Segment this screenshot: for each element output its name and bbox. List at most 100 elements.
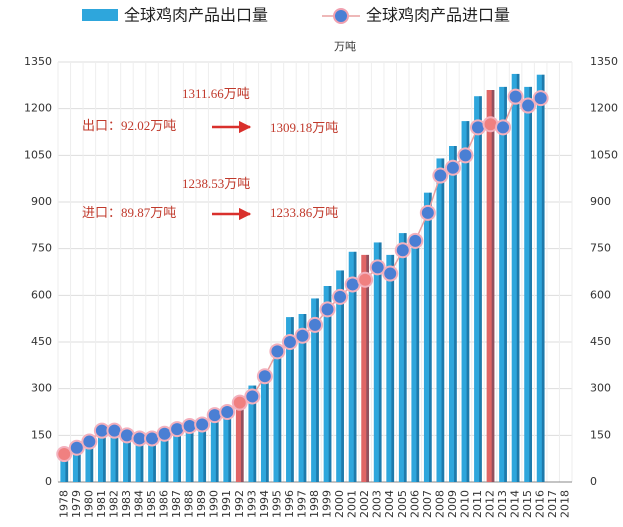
bar-shade xyxy=(504,86,507,482)
x-tick-label: 2004 xyxy=(383,490,396,518)
bar-shade xyxy=(378,242,382,482)
x-tick-label: 1988 xyxy=(183,490,196,518)
x-tick-label: 2008 xyxy=(433,490,446,518)
bar-shade xyxy=(115,432,119,482)
bar-shade xyxy=(253,385,257,482)
bar xyxy=(348,251,357,482)
bar-shade xyxy=(165,432,169,482)
point xyxy=(495,119,512,136)
point xyxy=(369,259,386,276)
y2-tick-label: 900 xyxy=(590,195,611,208)
bar xyxy=(474,96,482,482)
point xyxy=(244,388,261,405)
point xyxy=(319,301,336,318)
bar-shade xyxy=(303,314,307,482)
x-tick-label: 1993 xyxy=(245,490,258,518)
x-tick-label: 1996 xyxy=(283,490,296,518)
point xyxy=(194,416,211,433)
bar xyxy=(248,385,257,482)
bar xyxy=(110,432,119,482)
annotation: 进口：89.87万吨 xyxy=(82,205,176,220)
bar xyxy=(298,314,307,482)
x-tick-label: 2014 xyxy=(509,490,522,518)
bar-shade xyxy=(441,158,445,482)
annotation: 1238.53万吨 xyxy=(182,176,250,191)
bar xyxy=(148,436,156,482)
y2-tick-label: 600 xyxy=(590,288,611,301)
bar-shade xyxy=(178,427,181,482)
bar xyxy=(198,424,207,482)
bar-shade xyxy=(140,438,144,482)
bar-shade xyxy=(416,236,420,482)
point xyxy=(432,167,449,184)
bar-shade xyxy=(479,96,482,482)
legend-label: 全球鸡肉产品进口量 xyxy=(366,6,510,25)
bar xyxy=(210,415,219,482)
bar-shade xyxy=(529,86,533,482)
bar xyxy=(173,427,181,482)
y2-tick-label: 750 xyxy=(590,242,611,255)
x-tick-label: 2013 xyxy=(496,490,509,518)
y2-tick-label: 1200 xyxy=(590,102,618,115)
bar-shade xyxy=(228,410,232,482)
bar xyxy=(536,74,545,482)
point xyxy=(382,265,399,282)
point xyxy=(419,204,436,221)
bar-shade xyxy=(190,426,194,482)
point xyxy=(394,242,411,259)
point xyxy=(231,394,248,411)
point xyxy=(532,90,549,107)
point xyxy=(56,446,73,463)
bar-shade xyxy=(341,270,344,482)
bar-shade xyxy=(65,453,69,482)
bar-shade xyxy=(215,415,219,482)
bar xyxy=(135,438,144,482)
point xyxy=(269,343,286,360)
bar xyxy=(336,270,344,482)
bar xyxy=(423,192,432,482)
bar xyxy=(260,373,269,482)
point xyxy=(81,433,98,450)
bar xyxy=(311,298,319,482)
bar xyxy=(524,86,533,482)
bar xyxy=(235,404,244,482)
bar-shade xyxy=(128,435,131,482)
point xyxy=(507,88,524,105)
y-tick-label: 900 xyxy=(31,195,52,208)
y-tick-label: 300 xyxy=(31,382,52,395)
bar xyxy=(398,233,407,482)
bar xyxy=(286,317,294,482)
x-tick-label: 1989 xyxy=(195,490,208,518)
x-tick-label: 2002 xyxy=(358,490,371,518)
x-tick-label: 1987 xyxy=(170,490,183,518)
point xyxy=(281,334,298,350)
x-tick-label: 1992 xyxy=(233,490,246,518)
bar-shade xyxy=(328,286,332,482)
y-tick-label: 1350 xyxy=(24,55,52,68)
bar xyxy=(85,443,94,482)
x-tick-label: 2018 xyxy=(559,490,572,518)
x-tick-label: 1991 xyxy=(220,490,233,518)
annotation: 1311.66万吨 xyxy=(182,86,250,101)
bar xyxy=(411,236,420,482)
bar-shade xyxy=(454,146,457,482)
annotation: 出口：92.02万吨 xyxy=(82,118,176,133)
x-tick-label: 1984 xyxy=(132,490,145,518)
x-tick-label: 2006 xyxy=(408,490,421,518)
bar xyxy=(60,453,69,482)
x-tick-label: 2015 xyxy=(521,490,534,518)
bar-shade xyxy=(541,74,545,482)
bar xyxy=(323,286,332,482)
bar xyxy=(72,447,81,482)
bar-shade xyxy=(240,404,244,482)
y-tick-label: 1050 xyxy=(24,148,52,161)
x-tick-label: 2001 xyxy=(346,490,359,518)
point xyxy=(444,159,461,176)
bar-shade xyxy=(391,254,395,482)
bar-shade xyxy=(103,430,106,482)
point xyxy=(294,327,311,344)
y2-tick-label: 450 xyxy=(590,335,611,348)
y-tick-label: 450 xyxy=(31,335,52,348)
y2-tick-label: 1350 xyxy=(590,55,618,68)
y-tick-label: 150 xyxy=(31,428,52,441)
